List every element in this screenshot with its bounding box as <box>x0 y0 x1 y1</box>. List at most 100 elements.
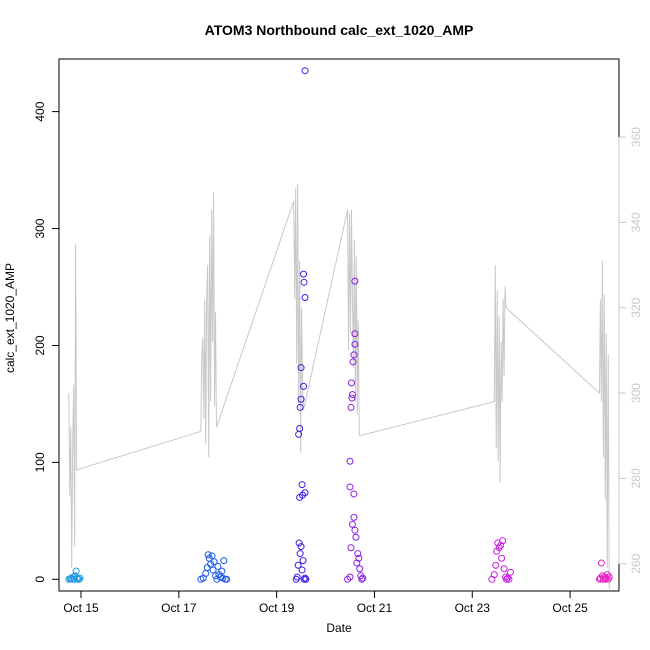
data-point <box>498 554 506 562</box>
y-tick-label: 400 <box>33 101 47 121</box>
data-point <box>349 358 357 366</box>
x-tick-label: Oct 19 <box>259 601 295 615</box>
y2-tick-label: 320 <box>629 297 643 317</box>
data-point <box>296 424 304 432</box>
data-point <box>356 565 364 573</box>
data-point <box>298 566 306 574</box>
data-point <box>503 575 511 583</box>
data-point <box>605 573 613 581</box>
data-point <box>296 550 304 558</box>
data-point <box>302 575 310 583</box>
data-point <box>212 572 220 580</box>
chart-title: ATOM3 Northbound calc_ext_1020_AMP <box>205 22 474 38</box>
data-point <box>296 493 304 501</box>
data-point <box>597 559 605 567</box>
data-point <box>210 558 218 566</box>
scatter-points <box>65 67 613 583</box>
data-point <box>301 294 309 302</box>
data-point <box>204 551 212 559</box>
data-point <box>294 561 302 569</box>
data-point <box>346 457 354 465</box>
data-point <box>601 575 609 583</box>
data-point <box>492 561 500 569</box>
data-point <box>505 575 513 583</box>
data-point <box>346 573 354 581</box>
data-point <box>493 547 501 555</box>
data-point <box>75 575 83 583</box>
data-point <box>358 575 366 583</box>
data-point <box>297 543 305 551</box>
data-point <box>298 481 306 489</box>
data-point <box>347 379 355 387</box>
data-point <box>202 569 210 577</box>
y2-tick-label: 300 <box>629 383 643 403</box>
x-tick-label: Oct 17 <box>161 601 197 615</box>
data-point <box>506 568 514 576</box>
y2-tick-label: 280 <box>629 468 643 488</box>
data-point <box>503 574 511 582</box>
data-point <box>301 574 309 582</box>
data-point <box>300 575 308 583</box>
data-point <box>209 566 217 574</box>
x-tick-label: Oct 25 <box>552 601 588 615</box>
y-axis: 0 100 200 300 400 <box>33 101 60 583</box>
data-point <box>203 564 211 572</box>
data-point <box>218 567 226 575</box>
data-point <box>347 403 355 411</box>
data-point <box>497 541 505 549</box>
data-point <box>220 557 228 565</box>
data-point <box>351 340 359 348</box>
data-point <box>351 277 359 285</box>
data-point <box>299 557 307 565</box>
data-point <box>297 364 305 372</box>
x-tick-label: Oct 15 <box>63 601 99 615</box>
x-axis-label: Date <box>326 621 352 635</box>
data-point <box>348 391 356 399</box>
data-point <box>353 559 361 567</box>
data-point <box>357 572 365 580</box>
y2-axis: 260 280 300 320 340 360 <box>618 127 643 574</box>
line-series <box>68 183 610 590</box>
line-series-path <box>68 183 610 590</box>
data-point <box>300 270 308 278</box>
data-point <box>490 571 498 579</box>
data-point <box>350 490 358 498</box>
data-point <box>352 533 360 541</box>
y2-tick-label: 260 <box>629 553 643 573</box>
data-point <box>300 382 308 390</box>
data-point <box>359 574 367 582</box>
data-point <box>295 539 303 547</box>
data-point <box>223 575 231 583</box>
data-point <box>301 67 309 75</box>
data-point <box>351 526 359 534</box>
y-tick-label: 200 <box>33 335 47 355</box>
plot-frame <box>58 58 620 592</box>
data-point <box>500 565 508 573</box>
data-point <box>301 489 309 497</box>
data-point <box>351 330 359 338</box>
data-point <box>300 278 308 286</box>
data-point <box>348 520 356 528</box>
data-point <box>347 544 355 552</box>
data-point <box>350 513 358 521</box>
data-point <box>348 394 356 402</box>
y-axis-label: calc_ext_1020_AMP <box>3 263 17 373</box>
x-axis: Oct 15 Oct 17 Oct 19 Oct 21 Oct 23 Oct 25 <box>63 590 588 615</box>
y-tick-label: 100 <box>33 452 47 472</box>
data-point <box>355 554 363 562</box>
data-point <box>296 403 304 411</box>
data-point <box>214 562 222 570</box>
data-point <box>76 574 84 582</box>
data-point <box>354 550 362 558</box>
x-tick-label: Oct 21 <box>357 601 393 615</box>
data-point <box>499 537 507 545</box>
data-point <box>344 575 352 583</box>
y2-tick-label: 360 <box>629 127 643 147</box>
data-point <box>72 567 80 575</box>
y2-tick-label: 340 <box>629 212 643 232</box>
y-tick-label: 300 <box>33 218 47 238</box>
y-tick-label: 0 <box>33 576 47 583</box>
data-point <box>293 573 301 581</box>
data-point <box>350 351 358 359</box>
